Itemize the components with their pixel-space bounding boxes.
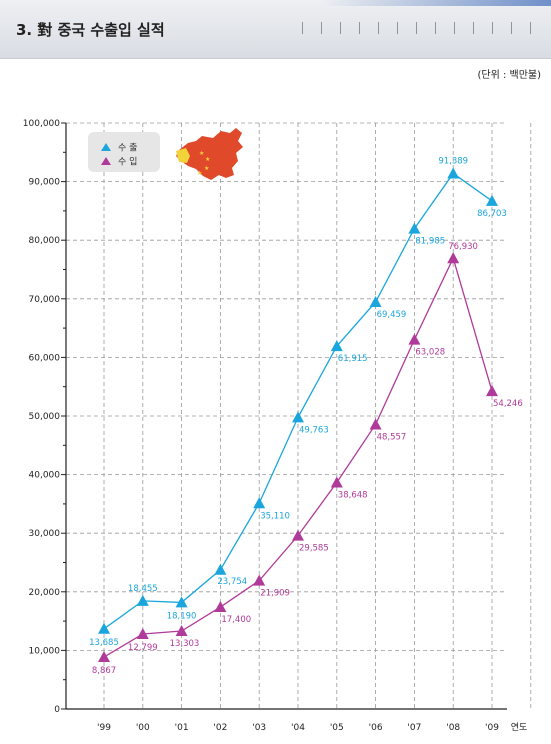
svg-text:★: ★ [205,156,210,163]
china-map-icon: ★ ★ ★ ★ ★ [176,128,243,180]
data-point [408,222,421,234]
data-label: 61,915 [338,354,368,364]
svg-text:★: ★ [199,150,204,157]
data-label: 91,389 [438,156,468,166]
legend-label: 수 출 [118,143,137,154]
data-label: 81,985 [415,237,445,247]
data-point [486,194,498,206]
data-point [408,333,421,345]
svg-text:★: ★ [197,170,202,177]
y-tick-label: 70,000 [29,295,61,305]
data-label: 8,867 [92,666,116,676]
page-title: 3. 對 중국 수출입 실적 [16,21,165,39]
axes-layer: 0 10,000 20,000 30,000 40,000 50,000 60,000 70,… [23,119,528,733]
series-line [103,256,493,658]
data-label: 13,303 [170,639,200,649]
y-tick-label: 80,000 [29,236,61,246]
y-tick-label: 90,000 [29,178,61,188]
data-label: 69,459 [377,310,407,320]
x-tick-label: '03 [252,723,266,733]
data-label: 38,648 [338,491,368,501]
data-label: 48,557 [377,432,407,442]
series-layer: 13,685 18,455 18,190 23,754 35,110 49,763 61,9… [89,156,523,676]
data-label: 49,763 [299,425,329,435]
data-point [136,594,149,606]
data-point [369,418,382,430]
data-point [330,340,343,352]
data-point [175,596,188,608]
data-point [486,385,498,397]
data-point [369,295,382,307]
x-tick-label: '01 [175,723,189,733]
svg-text:★: ★ [204,165,209,172]
data-point [253,574,266,586]
x-axis-label: 연도 [511,722,528,733]
data-point [292,411,304,423]
data-point [447,167,460,179]
data-label: 18,190 [167,611,197,621]
grid-layer [66,122,532,709]
x-tick-label: '08 [446,723,460,733]
y-tick-label: 40,000 [29,471,61,481]
y-tick-label: 10,000 [29,646,61,656]
y-tick-label: 50,000 [29,412,61,422]
x-tick-label: '07 [407,723,421,733]
data-label: 23,754 [217,577,247,587]
data-label: 63,028 [415,348,445,358]
data-label: 17,400 [221,615,251,625]
data-label: 54,246 [493,399,523,409]
data-label: 18,455 [128,584,158,594]
data-label: 86,703 [477,209,507,219]
x-tick-label: '05 [330,723,344,733]
svg-text:★: ★ [183,153,190,162]
unit-label: (단위 : 백만불) [477,70,541,81]
data-point [214,601,227,613]
data-point [98,651,110,663]
data-label: 35,110 [260,511,290,521]
y-tick-label: 60,000 [29,353,61,363]
x-tick-label: '99 [97,723,111,733]
data-point [214,563,227,575]
y-tick-label: 100,000 [23,119,60,129]
data-label: 29,585 [299,544,329,554]
header-decoration [321,0,551,6]
x-tick-label: '02 [213,723,227,733]
legend-marker-icon [101,143,111,151]
data-label: 21,909 [260,589,290,599]
legend-marker-icon [101,157,111,165]
x-tick-label: '06 [369,723,383,733]
y-tick-label: 30,000 [29,529,61,539]
legend-label: 수 입 [118,156,137,168]
data-point [136,627,149,639]
x-tick-label: '00 [136,723,150,733]
page-header: 3. 對 중국 수출입 실적 [0,0,551,59]
x-tick-label: '09 [485,723,499,733]
data-label: 13,685 [89,638,119,648]
data-point [253,497,266,509]
y-tick-label: 20,000 [29,588,61,598]
chart-legend: 수 출수 입 [88,132,160,172]
data-point [175,625,188,637]
data-label: 12,799 [128,643,158,653]
x-tick-label: '04 [291,723,305,733]
data-point [447,252,460,264]
data-point [98,622,110,634]
header-tick-marks [302,22,542,34]
data-point [330,476,343,488]
data-label: 76,930 [448,242,478,252]
y-tick-label: 0 [54,705,60,715]
data-point [292,529,304,541]
